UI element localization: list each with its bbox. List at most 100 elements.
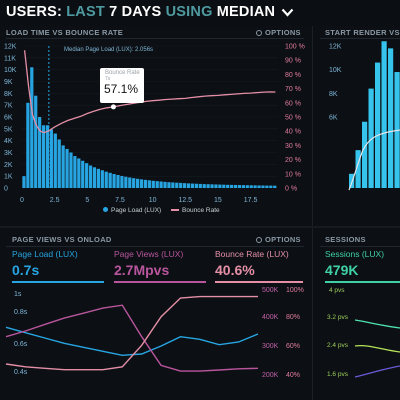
load-bar (261, 185, 265, 188)
stat-value-sessions: 479K (325, 262, 359, 278)
views-onload-chart: 1s 0.8s 0.6s 0.4s 500K 400K 300K 200K 10… (5, 287, 304, 379)
stat-underline (215, 281, 303, 283)
load-bar (245, 185, 249, 188)
y-right-tick: 60 % (285, 100, 301, 107)
stat-value-page-load: 0.7s (12, 262, 40, 278)
load-bar (233, 184, 238, 188)
start-render-bar (388, 48, 394, 188)
load-bar (249, 185, 253, 188)
y-tick: 4 pvs (329, 287, 345, 294)
x-axis-tick: 15 (214, 197, 222, 204)
chevron-down-icon[interactable] (281, 8, 294, 17)
load-bounce-chart: Median Page Load (LUX): 2.056s 12K 11K 10K… (4, 44, 305, 205)
y-mid-tick: 300K (262, 343, 279, 350)
page-views-line (5, 304, 259, 372)
load-bar (112, 174, 116, 188)
load-bar (265, 185, 269, 188)
load-bar (128, 177, 132, 188)
load-bar (85, 163, 89, 188)
report-title[interactable]: USERS: LAST 7 DAYS USING MEDIAN (6, 4, 294, 20)
sessions-panel-title: SESSIONS (325, 235, 366, 244)
last-label: LAST (66, 4, 105, 20)
load-bar (120, 175, 124, 188)
load-bar (273, 185, 277, 188)
y-left-tick: 12K (4, 44, 17, 51)
load-bar (96, 168, 101, 188)
start-render-bar (375, 62, 381, 188)
x-axis-tick: 7.5 (115, 197, 125, 204)
load-bar (269, 185, 273, 188)
load-bar (171, 182, 175, 188)
hover-point (110, 104, 116, 110)
load-bar (22, 176, 26, 188)
load-bar (222, 184, 226, 188)
y-left-tick: 2K (4, 162, 13, 169)
y-tick: 12K (329, 44, 342, 51)
y-left-tick: 8K (4, 91, 13, 98)
y-left-tick: 1K (4, 174, 13, 181)
start-render-bar (362, 121, 368, 188)
load-bar (41, 125, 46, 188)
legend-page-load[interactable]: Page Load (LUX) (111, 207, 162, 214)
load-bar (151, 180, 155, 188)
load-bar (237, 185, 242, 188)
stat-underline (114, 281, 206, 283)
load-bar (34, 95, 38, 188)
load-bar (230, 184, 234, 188)
views-panel-title: PAGE VIEWS VS ONLOAD (12, 235, 112, 244)
load-bar (175, 182, 179, 188)
pvs-line (354, 344, 400, 353)
load-bar (190, 183, 195, 188)
start-render-bar (355, 150, 361, 188)
load-bar (30, 67, 34, 188)
y-right-tick: 10 % (285, 171, 301, 178)
load-bars (22, 67, 277, 188)
stat-label-page-views: Page Views (LUX) (114, 249, 184, 259)
load-bar (69, 152, 73, 188)
y-left-tick: 0.6s (14, 341, 28, 348)
load-bar (116, 174, 120, 188)
divider (320, 38, 400, 39)
load-bar (198, 183, 202, 188)
load-bar (88, 165, 93, 188)
range-label[interactable]: 7 DAYS (109, 4, 162, 20)
y-tick: 10K (329, 67, 342, 74)
load-bar (155, 181, 159, 188)
divider (6, 246, 304, 247)
load-bar (241, 185, 245, 188)
views-options-button[interactable]: OPTIONS (256, 235, 301, 244)
load-panel-title: LOAD TIME VS BOUNCE RATE (6, 28, 124, 37)
header-bar (0, 0, 400, 26)
options-label: OPTIONS (265, 235, 301, 244)
y-left-tick: 3K (4, 150, 13, 157)
pvs-line-2 (354, 365, 400, 378)
load-bar (226, 184, 230, 188)
section-divider (0, 226, 400, 228)
load-options-button[interactable]: OPTIONS (256, 28, 301, 37)
load-bar (179, 182, 183, 188)
y-mid-tick: 400K (262, 314, 279, 321)
aggregate-label[interactable]: MEDIAN (216, 4, 276, 20)
y-tick: 6K (329, 115, 338, 122)
sessions-line (354, 319, 400, 329)
stat-underline (325, 281, 400, 283)
y-left-unit: 1s (14, 291, 22, 298)
stat-label-sessions: Sessions (LUX) (325, 249, 385, 259)
options-label: OPTIONS (265, 28, 301, 37)
load-bar (77, 158, 81, 188)
legend-bounce-rate[interactable]: Bounce Rate (182, 207, 220, 214)
load-bar (49, 129, 53, 188)
y-left-tick: 0.8s (14, 309, 28, 316)
y-right-tick: 90 % (285, 58, 301, 65)
load-bar (210, 184, 214, 188)
start-panel-title: START RENDER VS B (325, 28, 400, 37)
y-left-tick: 0 (4, 186, 8, 193)
tooltip-value: 57.1% (104, 82, 139, 96)
load-bar (132, 178, 136, 188)
y-left-tick: 6K (4, 115, 13, 122)
load-bar (143, 179, 148, 188)
left-axis-ticks: 12K 11K 10K 9K 8K 7K 6K 5K 4K 3K 2K 1K 0 (4, 44, 17, 193)
load-bar (135, 178, 140, 188)
load-bar (167, 182, 171, 188)
bounce-tooltip: Bounce Rate 7s 57.1% (100, 68, 144, 103)
